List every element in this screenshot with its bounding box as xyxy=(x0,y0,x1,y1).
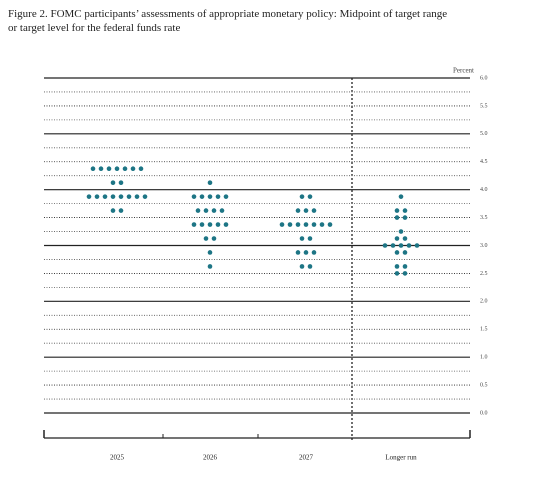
dot xyxy=(402,208,408,213)
dot xyxy=(211,208,217,213)
dot xyxy=(307,264,313,269)
dot xyxy=(394,271,400,276)
title-line: or target level for the federal funds ra… xyxy=(8,22,180,34)
dot xyxy=(134,194,140,199)
x-tick-label: Longer run xyxy=(385,454,417,462)
dot xyxy=(207,264,213,269)
y-tick-label: 3.5 xyxy=(480,215,488,221)
dot xyxy=(307,194,313,199)
dot xyxy=(223,222,229,227)
dot xyxy=(287,222,293,227)
dot xyxy=(90,166,96,172)
dot xyxy=(122,166,128,172)
dot xyxy=(311,250,317,255)
dot xyxy=(118,208,124,213)
y-tick-label: 1.0 xyxy=(480,355,488,361)
dot xyxy=(303,208,309,213)
y-tick-label: 2.0 xyxy=(480,299,488,305)
dot xyxy=(106,166,112,172)
dot xyxy=(295,250,301,255)
dot xyxy=(118,194,124,199)
dot xyxy=(390,243,396,248)
dot xyxy=(142,194,148,199)
dot xyxy=(114,166,120,172)
title-line: Figure 2. FOMC participants’ assessments… xyxy=(8,8,447,20)
dot xyxy=(382,243,388,248)
dot xyxy=(215,194,221,199)
dot xyxy=(406,243,412,248)
dot xyxy=(398,194,404,199)
dot xyxy=(110,194,116,199)
y-tick-label: 0.5 xyxy=(480,382,488,388)
dot xyxy=(199,222,205,227)
dot xyxy=(402,250,408,255)
y-tick-label: 3.0 xyxy=(480,243,488,249)
x-tick-label: 2027 xyxy=(299,454,314,462)
dot xyxy=(102,194,108,199)
dot xyxy=(130,166,136,172)
dot xyxy=(126,194,132,199)
dot xyxy=(398,243,404,248)
dot xyxy=(311,208,317,213)
dot xyxy=(394,250,400,255)
dot xyxy=(414,243,420,248)
dot xyxy=(398,229,404,234)
y-tick-label: 2.5 xyxy=(480,271,488,277)
chart-title: Figure 2. FOMC participants’ assessments… xyxy=(8,8,447,34)
dot xyxy=(402,236,408,241)
dot xyxy=(303,250,309,255)
dot xyxy=(394,208,400,213)
y-tick-label: 5.0 xyxy=(480,131,488,137)
dot xyxy=(195,208,201,213)
dot xyxy=(299,194,305,199)
y-unit: Percent xyxy=(453,67,474,75)
dot xyxy=(402,215,408,220)
dot xyxy=(219,208,225,213)
dot xyxy=(207,222,213,227)
y-tick-label: 5.5 xyxy=(480,103,488,109)
dot xyxy=(110,180,116,185)
dot xyxy=(110,208,116,213)
dot xyxy=(394,215,400,220)
dot xyxy=(295,222,301,227)
dot xyxy=(138,166,144,172)
y-tick-label: 4.5 xyxy=(480,159,488,165)
dot xyxy=(303,222,309,227)
dot xyxy=(402,271,408,276)
dot xyxy=(299,236,305,241)
dot xyxy=(94,194,100,199)
dot xyxy=(223,194,229,199)
dot xyxy=(207,250,213,255)
dot xyxy=(311,222,317,227)
x-tick-label: 2026 xyxy=(203,454,218,462)
dot xyxy=(86,194,92,199)
dot xyxy=(191,194,197,199)
dot xyxy=(211,236,217,241)
dot xyxy=(295,208,301,213)
dot xyxy=(207,180,213,185)
dot xyxy=(215,222,221,227)
dot xyxy=(203,208,209,213)
dot xyxy=(98,166,104,172)
y-tick-label: 0.0 xyxy=(480,410,488,416)
dot xyxy=(199,194,205,199)
x-tick-label: 2025 xyxy=(110,454,125,462)
y-tick-label: 4.0 xyxy=(480,187,488,193)
dot xyxy=(191,222,197,227)
dot xyxy=(118,180,124,185)
dot xyxy=(327,222,333,227)
dot xyxy=(279,222,285,227)
dot xyxy=(402,264,408,269)
dot xyxy=(394,236,400,241)
dot xyxy=(203,236,209,241)
y-tick-label: 1.5 xyxy=(480,327,488,333)
y-tick-label: 6.0 xyxy=(480,75,488,81)
dot xyxy=(319,222,325,227)
dot xyxy=(207,194,213,199)
dot xyxy=(307,236,313,241)
dot xyxy=(394,264,400,269)
dot xyxy=(299,264,305,269)
